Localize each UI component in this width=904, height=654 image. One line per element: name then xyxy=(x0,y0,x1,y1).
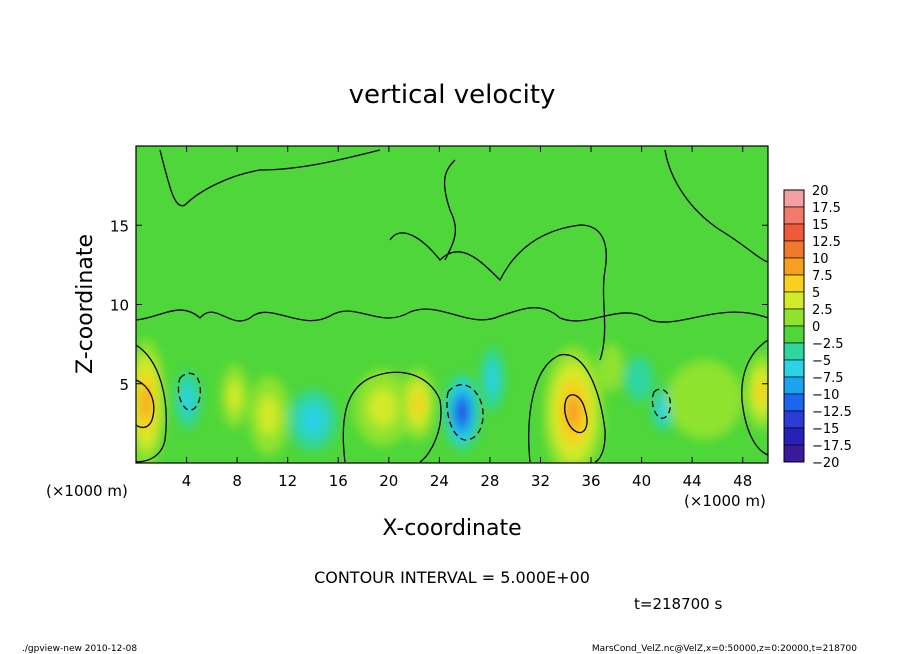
y-tick-label-10: 10 xyxy=(110,297,129,315)
colorbar-label-3: 12.5 xyxy=(812,235,841,250)
contour-cell-far-right xyxy=(741,339,768,456)
colorbar-swatch-5 xyxy=(783,274,805,293)
y-tick-label-5: 5 xyxy=(119,376,129,394)
velocity-cell-7-level-5 xyxy=(458,404,466,420)
contour-cell-neg-left xyxy=(177,372,202,411)
colorbar-swatch-12 xyxy=(783,393,805,412)
colorbar-swatch-4 xyxy=(783,257,805,276)
x-tick-label-12: 12 xyxy=(278,472,297,490)
velocity-cell-14-level-1 xyxy=(666,359,743,440)
contour-plume-mid xyxy=(443,159,457,261)
contour-top-left xyxy=(159,149,381,207)
x-tick-label-44: 44 xyxy=(683,472,702,490)
contour-top-right xyxy=(664,149,768,263)
colorbar-swatch-3 xyxy=(783,240,805,259)
x-tick-label-16: 16 xyxy=(329,472,348,490)
colorbar-label-12: −10 xyxy=(812,388,839,403)
footer-left: ./gpview-new 2010-12-08 xyxy=(22,644,137,654)
contour-cell-left-core xyxy=(136,379,155,429)
colorbar-label-10: −5 xyxy=(812,354,831,369)
contour-cell-neg-right xyxy=(651,388,672,419)
y-axis-ticks: 5 10 15 xyxy=(110,217,768,394)
contour-cell-mid xyxy=(342,371,442,463)
colorbar-swatch-7 xyxy=(783,308,805,327)
x-tick-label-20: 20 xyxy=(379,472,398,490)
contour-cell-left xyxy=(136,344,167,463)
colorbar-label-6: 5 xyxy=(812,286,820,301)
velocity-cell-8-level-2 xyxy=(486,363,499,395)
colorbar-swatch-1 xyxy=(783,206,805,225)
x-tick-label-32: 32 xyxy=(531,472,550,490)
time-label: t=218700 s xyxy=(634,595,722,613)
velocity-cell-2-level-2 xyxy=(258,395,279,436)
colorbar-label-7: 2.5 xyxy=(812,303,833,318)
x-unit-right: (×1000 m) xyxy=(684,492,766,510)
velocity-cell-12-level-1 xyxy=(625,356,653,402)
chart-title: vertical velocity xyxy=(349,80,556,110)
colorbar-label-13: −12.5 xyxy=(812,405,852,420)
colorbar-label-8: 0 xyxy=(812,320,820,335)
colorbar-swatch-0 xyxy=(783,189,805,208)
colorbar-label-15: −17.5 xyxy=(812,439,852,454)
colorbar-frame xyxy=(783,189,805,463)
velocity-cell-10-level-2 xyxy=(657,398,669,421)
velocity-field xyxy=(136,339,768,463)
colorbar-label-0: 20 xyxy=(812,184,829,199)
colorbar-label-5: 7.5 xyxy=(812,269,833,284)
colorbar-swatch-6 xyxy=(783,291,805,310)
contour-cell-right xyxy=(528,354,606,463)
contour-cell-right-core xyxy=(564,394,588,434)
colorbar-label-9: −2.5 xyxy=(812,337,844,352)
velocity-cell-4-level-2 xyxy=(300,405,325,436)
colorbar: 20 17.5 15 12.5 10 7.5 5 2.5 0 −2.5 −5 −7.5 −10 −12.5… xyxy=(783,184,852,471)
colorbar-label-11: −7.5 xyxy=(812,371,844,386)
x-tick-label-40: 40 xyxy=(632,472,651,490)
velocity-cell-11-level-1 xyxy=(598,344,624,392)
colorbar-swatch-13 xyxy=(783,410,805,429)
contour-interval: CONTOUR INTERVAL = 5.000E+00 xyxy=(314,568,590,587)
x-tick-label-8: 8 xyxy=(232,472,242,490)
colorbar-swatch-10 xyxy=(783,359,805,378)
x-tick-label-24: 24 xyxy=(430,472,449,490)
contour-upper-band xyxy=(136,307,768,323)
velocity-cell-0-level-4 xyxy=(141,386,151,419)
x-tick-label-28: 28 xyxy=(480,472,499,490)
velocity-cell-1-level-2 xyxy=(227,380,242,413)
velocity-cell-6-level-3 xyxy=(411,392,424,417)
colorbar-swatch-9 xyxy=(783,342,805,361)
colorbar-label-2: 15 xyxy=(812,218,829,233)
x-axis-label: X-coordinate xyxy=(382,516,521,541)
colorbar-swatch-2 xyxy=(783,223,805,242)
footer-right: MarsCond_VelZ.nc@VelZ,x=0:50000,z=0:2000… xyxy=(592,644,857,654)
velocity-cell-13-level-3 xyxy=(756,378,768,405)
contour-cell-neg-mid xyxy=(446,384,484,441)
colorbar-swatch-8 xyxy=(783,325,805,344)
x-unit-left: (×1000 m) xyxy=(46,482,128,500)
x-tick-label-48: 48 xyxy=(733,472,752,490)
velocity-cell-9-level-4 xyxy=(565,395,581,429)
plot-area xyxy=(136,146,768,463)
y-axis-label: Z-coordinate xyxy=(73,234,98,374)
contour-lines xyxy=(136,149,768,463)
x-tick-label-36: 36 xyxy=(581,472,600,490)
y-tick-label-15: 15 xyxy=(110,217,129,235)
colorbar-label-14: −15 xyxy=(812,422,839,437)
colorbar-label-4: 10 xyxy=(812,252,829,267)
x-axis-ticks: 4 8 12 16 20 24 28 32 36 40 44 48 xyxy=(182,146,752,490)
colorbar-label-1: 17.5 xyxy=(812,201,841,216)
velocity-cell-5-level-2 xyxy=(367,388,398,427)
colorbar-swatch-14 xyxy=(783,427,805,446)
contour-central-plume xyxy=(389,224,607,361)
colorbar-label-16: −20 xyxy=(812,456,839,471)
x-tick-label-4: 4 xyxy=(182,472,192,490)
colorbar-swatch-15 xyxy=(783,444,805,463)
colorbar-swatch-11 xyxy=(783,376,805,395)
